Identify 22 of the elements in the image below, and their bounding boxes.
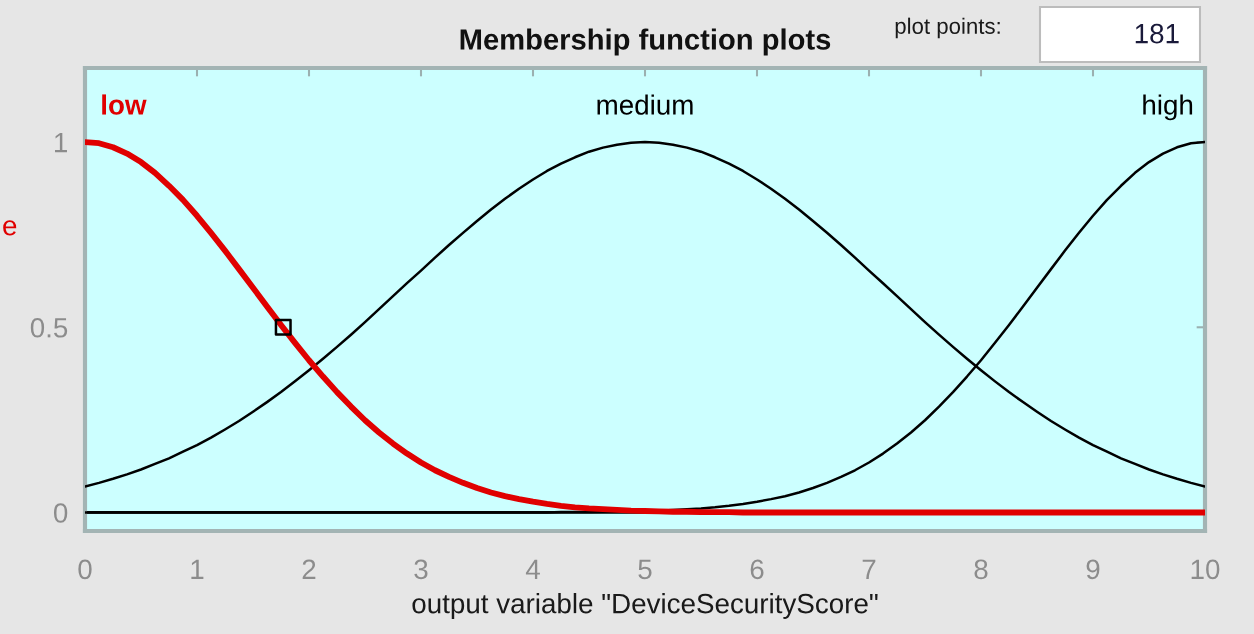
- x-tick-label: 10: [1191, 559, 1220, 580]
- series-label: low: [102, 94, 147, 115]
- y-tick-label: 0: [53, 503, 68, 523]
- x-tick-label: 6: [750, 559, 764, 580]
- x-tick-label: 1: [191, 559, 204, 579]
- text: e: [3, 220, 17, 236]
- x-tick-label: 5: [638, 559, 652, 580]
- x-tick-label: 7: [862, 559, 876, 579]
- chart-title: Membership function plots: [460, 28, 831, 56]
- x-tick-label: 4: [525, 559, 540, 579]
- x-tick-label: 0: [78, 559, 92, 580]
- y-tick-label: 0.5: [30, 317, 68, 338]
- x-axis-title: output variable "DeviceSecurityScore": [412, 593, 878, 619]
- x-tick-label: 9: [1086, 559, 1100, 580]
- series-label: high: [1143, 94, 1193, 121]
- text: 181: [1135, 23, 1179, 44]
- x-tick-label: 2: [302, 559, 316, 579]
- x-tick-label: 3: [414, 559, 428, 580]
- y-tick-label: 1: [55, 133, 67, 153]
- text: plot points:: [895, 17, 1000, 39]
- x-tick-label: 8: [974, 559, 988, 580]
- series-label: medium: [597, 94, 693, 115]
